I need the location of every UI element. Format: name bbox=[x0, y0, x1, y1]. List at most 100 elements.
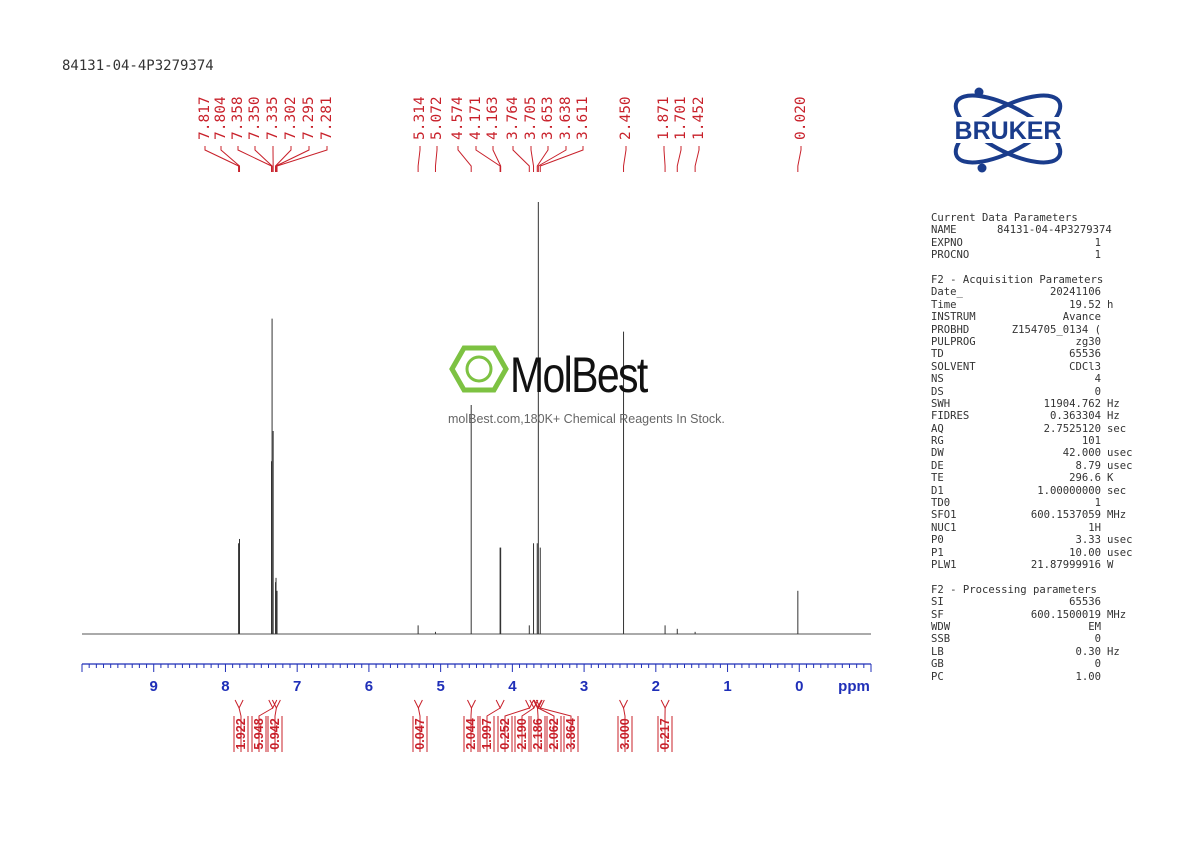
param-value: 11904.762 bbox=[1043, 397, 1101, 410]
param-unit: Hz bbox=[1107, 397, 1120, 410]
param-unit bbox=[1101, 386, 1107, 398]
param-key: PC bbox=[931, 670, 944, 683]
bruker-logo: BRUKER bbox=[922, 82, 1094, 178]
param-unit bbox=[1101, 596, 1107, 608]
param-value: 0 bbox=[1094, 633, 1101, 646]
peak-label: 0.020 bbox=[793, 96, 809, 140]
param-row: LB 0.30 Hz bbox=[931, 646, 1133, 658]
x-tick-label: 5 bbox=[436, 678, 444, 695]
param-value: 1 bbox=[1094, 249, 1101, 262]
atom-logo-icon: BRUKER bbox=[926, 87, 1090, 173]
param-row: SWH 11904.762 Hz bbox=[931, 398, 1133, 410]
param-unit bbox=[1101, 435, 1107, 447]
peak-label-connector bbox=[434, 146, 438, 172]
param-unit: K bbox=[1107, 472, 1114, 485]
param-section: Current Data Parameters NAME 84131-04-4P32… bbox=[931, 212, 1133, 262]
param-unit bbox=[1101, 671, 1107, 683]
param-unit: usec bbox=[1107, 534, 1133, 547]
param-key: NUC1 bbox=[931, 521, 957, 534]
param-unit bbox=[1101, 311, 1107, 323]
x-tick-label: 1 bbox=[723, 678, 731, 695]
param-unit bbox=[1101, 348, 1107, 360]
param-value: 65536 bbox=[1069, 596, 1101, 609]
param-row: D1 1.00000000 sec bbox=[931, 485, 1133, 497]
integral-bracket bbox=[271, 699, 281, 710]
x-tick-label: 6 bbox=[365, 678, 373, 695]
param-row: PULPROG zg30 bbox=[931, 336, 1133, 348]
param-value: 1.00 bbox=[1075, 670, 1101, 683]
integral-connector bbox=[238, 707, 242, 752]
peak-label: 7.817 bbox=[197, 96, 213, 140]
param-row: INSTRUM Avance bbox=[931, 311, 1133, 323]
peak-label-connector bbox=[694, 146, 700, 172]
param-value: 20241106 bbox=[1049, 286, 1101, 299]
integral-connector bbox=[623, 707, 626, 752]
param-value: 0 bbox=[1094, 385, 1101, 398]
param-key: INSTRUM bbox=[931, 311, 976, 324]
peak-label: 4.574 bbox=[450, 96, 466, 140]
param-unit bbox=[1101, 286, 1107, 298]
param-value: 1.00000000 bbox=[1037, 484, 1101, 497]
integral-connector bbox=[537, 707, 555, 752]
param-unit: Hz bbox=[1107, 645, 1120, 658]
peak-label: 7.804 bbox=[213, 96, 229, 140]
param-key: DW bbox=[931, 447, 944, 460]
param-key: P0 bbox=[931, 534, 944, 547]
integral-bracket bbox=[660, 699, 670, 710]
param-unit bbox=[1101, 658, 1107, 670]
peak-label: 3.705 bbox=[523, 96, 539, 140]
peak-label-connectors bbox=[204, 146, 802, 172]
peak-label: 1.871 bbox=[656, 96, 672, 140]
x-tick-label: 0 bbox=[795, 678, 803, 695]
param-unit bbox=[1101, 249, 1107, 261]
param-unit bbox=[1101, 336, 1107, 348]
integral-bracket bbox=[467, 699, 476, 710]
param-unit bbox=[1101, 633, 1107, 645]
integral-connector bbox=[536, 707, 539, 752]
param-key: WDW bbox=[931, 620, 951, 633]
logo-wordmark: BRUKER bbox=[955, 117, 1062, 145]
param-unit: usec bbox=[1107, 459, 1133, 472]
param-value: 1H bbox=[1088, 521, 1101, 534]
param-row: Date_ 20241106 bbox=[931, 286, 1133, 298]
param-value: 65536 bbox=[1069, 348, 1101, 361]
param-value: Z154705_0134 ( bbox=[1011, 323, 1101, 336]
integral-connector bbox=[258, 707, 274, 752]
param-key: TE bbox=[931, 472, 944, 485]
x-tick-label: 9 bbox=[150, 678, 158, 695]
param-unit: sec bbox=[1107, 484, 1127, 497]
param-value: EM bbox=[1088, 620, 1101, 633]
integral-value: 0.047 bbox=[413, 718, 427, 749]
peak-label: 7.295 bbox=[301, 96, 317, 140]
integral-connector bbox=[521, 707, 535, 752]
param-row: TD 65536 bbox=[931, 348, 1133, 360]
param-value: 101 bbox=[1081, 435, 1101, 448]
peak-label: 3.611 bbox=[575, 96, 591, 140]
peak-label: 5.314 bbox=[412, 96, 428, 140]
param-row: SF 600.1500019 MHz bbox=[931, 609, 1133, 621]
param-value: 2.7525120 bbox=[1043, 422, 1101, 435]
param-row: DS 0 bbox=[931, 386, 1133, 398]
param-key: AQ bbox=[931, 422, 944, 435]
peak-label: 1.452 bbox=[691, 96, 707, 140]
peak-label-connector bbox=[623, 146, 627, 172]
param-value: 1 bbox=[1094, 236, 1101, 249]
peak-label: 2.450 bbox=[618, 96, 634, 140]
watermark-brand: MolBest bbox=[510, 347, 648, 403]
param-key: NS bbox=[931, 373, 944, 386]
param-key: NAME bbox=[931, 224, 957, 237]
param-key: LB bbox=[931, 645, 944, 658]
nmr-spectrum-chart: 7.817 7.804 7.358 7.350 7.335 7.302 7.295 7.281… bbox=[81, 96, 872, 752]
integral-connector bbox=[504, 707, 530, 752]
peak-label-connector bbox=[512, 146, 530, 172]
peak-label-connector bbox=[237, 146, 273, 172]
integral-value: 3.000 bbox=[618, 718, 632, 749]
peak-label: 3.638 bbox=[558, 96, 574, 140]
integral-value: 0.252 bbox=[498, 718, 512, 749]
peak-label-connector bbox=[492, 146, 502, 172]
param-value: 42.000 bbox=[1062, 447, 1101, 460]
param-row: PROCNO 1 bbox=[931, 249, 1133, 261]
peak-label: 7.281 bbox=[319, 96, 335, 140]
integral-bracket bbox=[535, 699, 545, 710]
param-unit bbox=[1101, 522, 1107, 534]
